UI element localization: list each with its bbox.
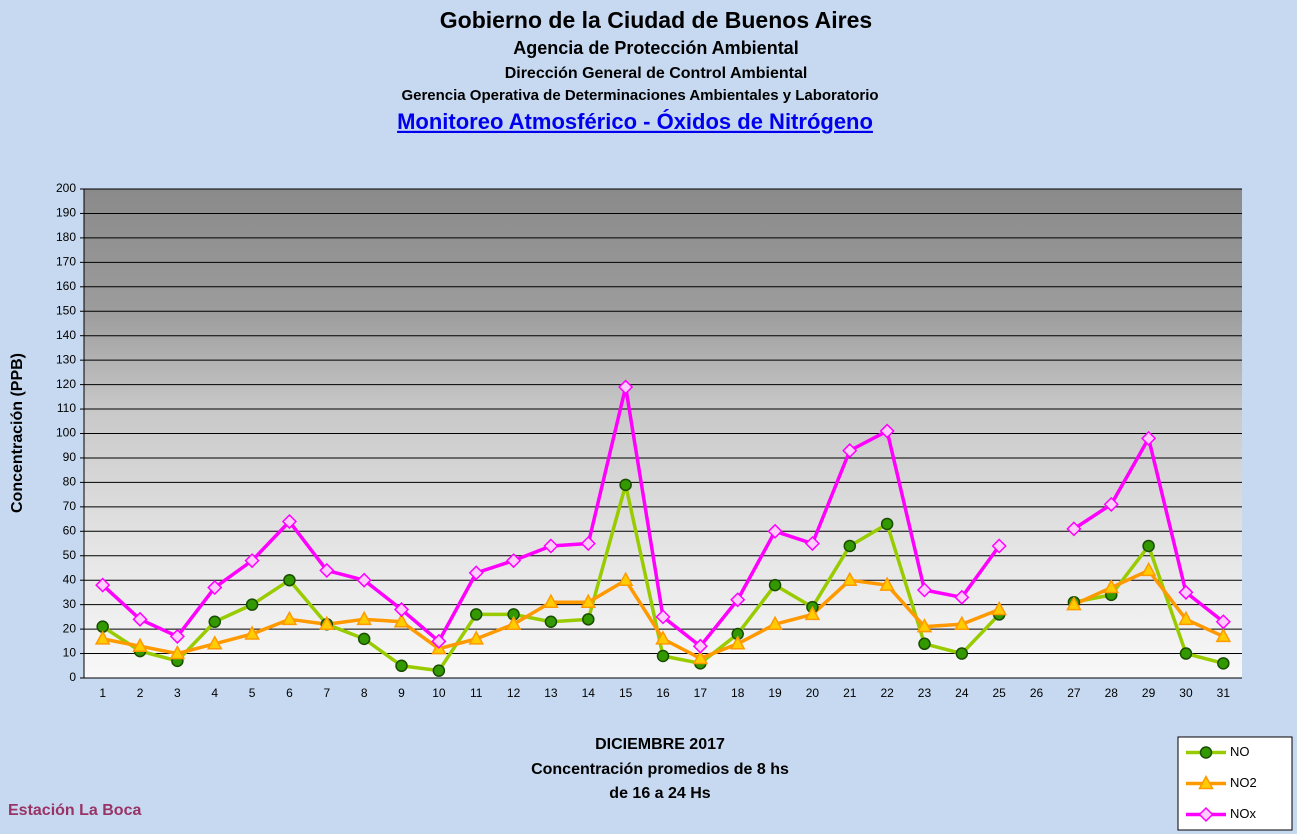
y-tick-label: 90 [63,450,77,464]
y-tick-label: 0 [69,670,76,684]
y-axis-label: Concentración (PPB) [9,353,26,513]
y-tick-label: 20 [63,621,77,635]
subtitle: Agencia de Protección Ambiental [513,38,798,58]
x-tick-label: 21 [843,686,857,700]
x-tick-label: 12 [507,686,521,700]
data-point [658,650,669,661]
y-tick-label: 10 [63,646,77,660]
x-tick-label: 17 [694,686,708,700]
x-tick-label: 19 [768,686,782,700]
data-point [359,633,370,644]
subtitle: Gerencia Operativa de Determinaciones Am… [401,87,878,104]
x-tick-label: 9 [398,686,405,700]
x-tick-label: 8 [361,686,368,700]
x-tick-label: 6 [286,686,293,700]
data-point [770,580,781,591]
x-tick-label: 14 [582,686,596,700]
y-tick-label: 150 [56,303,76,317]
data-point [1143,540,1154,551]
data-point [882,518,893,529]
station-label: Estación La Boca [8,802,141,819]
y-tick-label: 180 [56,230,76,244]
y-tick-label: 170 [56,255,76,269]
data-point [209,616,220,627]
x-tick-label: 7 [323,686,330,700]
data-point [620,479,631,490]
data-point [1180,648,1191,659]
x-tick-label: 26 [1030,686,1044,700]
x-tick-label: 11 [470,686,483,700]
x-tick-label: 25 [993,686,1007,700]
chart: Gobierno de la Ciudad de Buenos Aires Ag… [0,0,1297,834]
y-tick-label: 140 [56,328,76,342]
data-point [545,616,556,627]
note: de 16 a 24 Hs [609,785,711,802]
y-tick-label: 160 [56,279,76,293]
y-tick-label: 70 [63,499,77,513]
x-axis-label: DICIEMBRE 2017 [595,736,725,753]
y-tick-label: 190 [56,206,76,220]
data-point [433,665,444,676]
x-tick-label: 23 [918,686,932,700]
x-tick-label: 10 [432,686,446,700]
x-tick-label: 5 [249,686,256,700]
y-tick-label: 110 [57,401,76,415]
x-tick-label: 2 [137,686,144,700]
y-tick-label: 80 [63,475,77,489]
y-tick-label: 50 [63,548,77,562]
y-tick-label: 100 [56,426,76,440]
x-tick-label: 3 [174,686,181,700]
y-tick-label: 60 [63,523,77,537]
legend-label: NO2 [1230,775,1257,790]
x-tick-label: 29 [1142,686,1156,700]
x-tick-label: 15 [619,686,633,700]
data-point [396,660,407,671]
data-point [1218,658,1229,669]
data-point [247,599,258,610]
x-tick-label: 28 [1105,686,1119,700]
x-tick-label: 18 [731,686,745,700]
data-point [583,614,594,625]
x-tick-label: 30 [1179,686,1193,700]
x-tick-label: 22 [880,686,894,700]
legend-label: NOx [1230,806,1257,821]
x-tick-label: 31 [1217,686,1231,700]
y-tick-label: 120 [56,377,76,391]
legend-label: NO [1230,744,1250,759]
heading: Monitoreo Atmosférico - Óxidos de Nitróg… [397,109,873,134]
legend-marker [1201,747,1212,758]
data-point [844,540,855,551]
y-tick-label: 30 [63,597,77,611]
x-tick-label: 27 [1067,686,1081,700]
x-tick-label: 16 [656,686,670,700]
subtitle: Dirección General de Control Ambiental [505,65,808,82]
title: Gobierno de la Ciudad de Buenos Aires [440,7,872,33]
x-tick-label: 1 [99,686,106,700]
data-point [956,648,967,659]
note: Concentración promedios de 8 hs [531,761,789,778]
x-tick-label: 13 [544,686,558,700]
x-tick-label: 20 [806,686,820,700]
data-point [284,575,295,586]
y-tick-label: 200 [56,181,76,195]
x-tick-label: 4 [211,686,218,700]
y-tick-label: 40 [63,572,77,586]
x-tick-label: 24 [955,686,969,700]
data-point [919,638,930,649]
y-tick-label: 130 [56,352,76,366]
data-point [471,609,482,620]
